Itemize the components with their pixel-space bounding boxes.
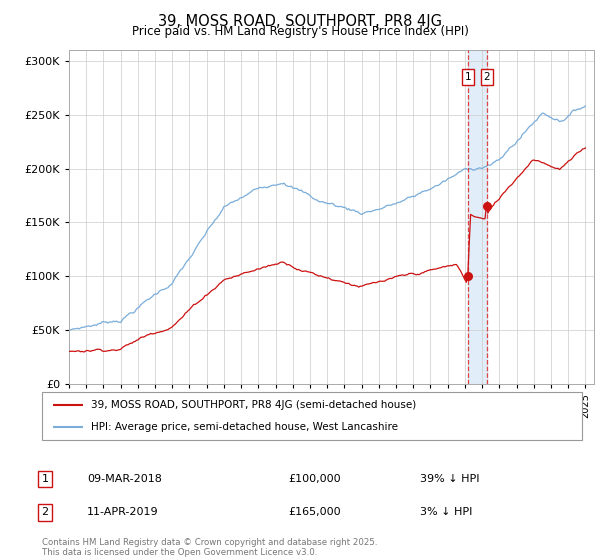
- Bar: [468, 50, 487, 384]
- Text: HPI: Average price, semi-detached house, West Lancashire: HPI: Average price, semi-detached house,…: [91, 422, 398, 432]
- Text: Contains HM Land Registry data © Crown copyright and database right 2025.
This d: Contains HM Land Registry data © Crown c…: [42, 538, 377, 557]
- Text: 2: 2: [41, 507, 49, 517]
- Text: 39, MOSS ROAD, SOUTHPORT, PR8 4JG: 39, MOSS ROAD, SOUTHPORT, PR8 4JG: [158, 14, 442, 29]
- Text: 1: 1: [464, 72, 472, 82]
- Text: £165,000: £165,000: [288, 507, 341, 517]
- Text: 09-MAR-2018: 09-MAR-2018: [87, 474, 162, 484]
- Text: 3% ↓ HPI: 3% ↓ HPI: [420, 507, 472, 517]
- Text: £100,000: £100,000: [288, 474, 341, 484]
- Text: 11-APR-2019: 11-APR-2019: [87, 507, 158, 517]
- Text: Price paid vs. HM Land Registry's House Price Index (HPI): Price paid vs. HM Land Registry's House …: [131, 25, 469, 38]
- Text: 1: 1: [41, 474, 49, 484]
- Text: 2: 2: [484, 72, 490, 82]
- Text: 39% ↓ HPI: 39% ↓ HPI: [420, 474, 479, 484]
- Text: 39, MOSS ROAD, SOUTHPORT, PR8 4JG (semi-detached house): 39, MOSS ROAD, SOUTHPORT, PR8 4JG (semi-…: [91, 400, 416, 410]
- FancyBboxPatch shape: [42, 392, 582, 440]
